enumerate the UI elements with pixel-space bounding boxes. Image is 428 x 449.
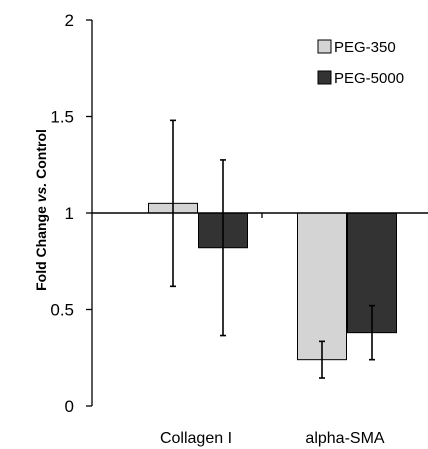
y-axis-title: Fold Change vs. Control	[33, 129, 49, 291]
bar-peg-350-alpha-sma	[297, 212, 347, 361]
y-axis-title-italic: vs.	[33, 183, 49, 202]
legend-swatch	[317, 70, 332, 85]
y-tick-label: 1	[65, 204, 74, 223]
error-bars	[170, 119, 375, 379]
y-axis-title-suffix: Control	[33, 129, 49, 183]
y-axis-title-prefix: Fold Change	[33, 202, 49, 291]
category-label: alpha-SMA	[305, 430, 384, 447]
legend-label: PEG-350	[334, 39, 396, 56]
y-tick-label: 1.5	[50, 108, 74, 127]
bars	[148, 202, 397, 361]
legend: PEG-350 PEG-5000	[317, 39, 404, 87]
y-tick-label: 0.5	[50, 301, 74, 320]
baseline	[92, 212, 428, 218]
legend-swatch	[317, 39, 332, 54]
y-tick-label: 2	[65, 11, 74, 30]
y-tick-label: 0	[65, 397, 74, 416]
legend-label: PEG-5000	[334, 70, 404, 87]
category-labels: Collagen I alpha-SMA	[160, 430, 385, 447]
y-axis: 0 0.5 1 1.5 2	[50, 11, 93, 416]
category-label: Collagen I	[160, 430, 232, 447]
